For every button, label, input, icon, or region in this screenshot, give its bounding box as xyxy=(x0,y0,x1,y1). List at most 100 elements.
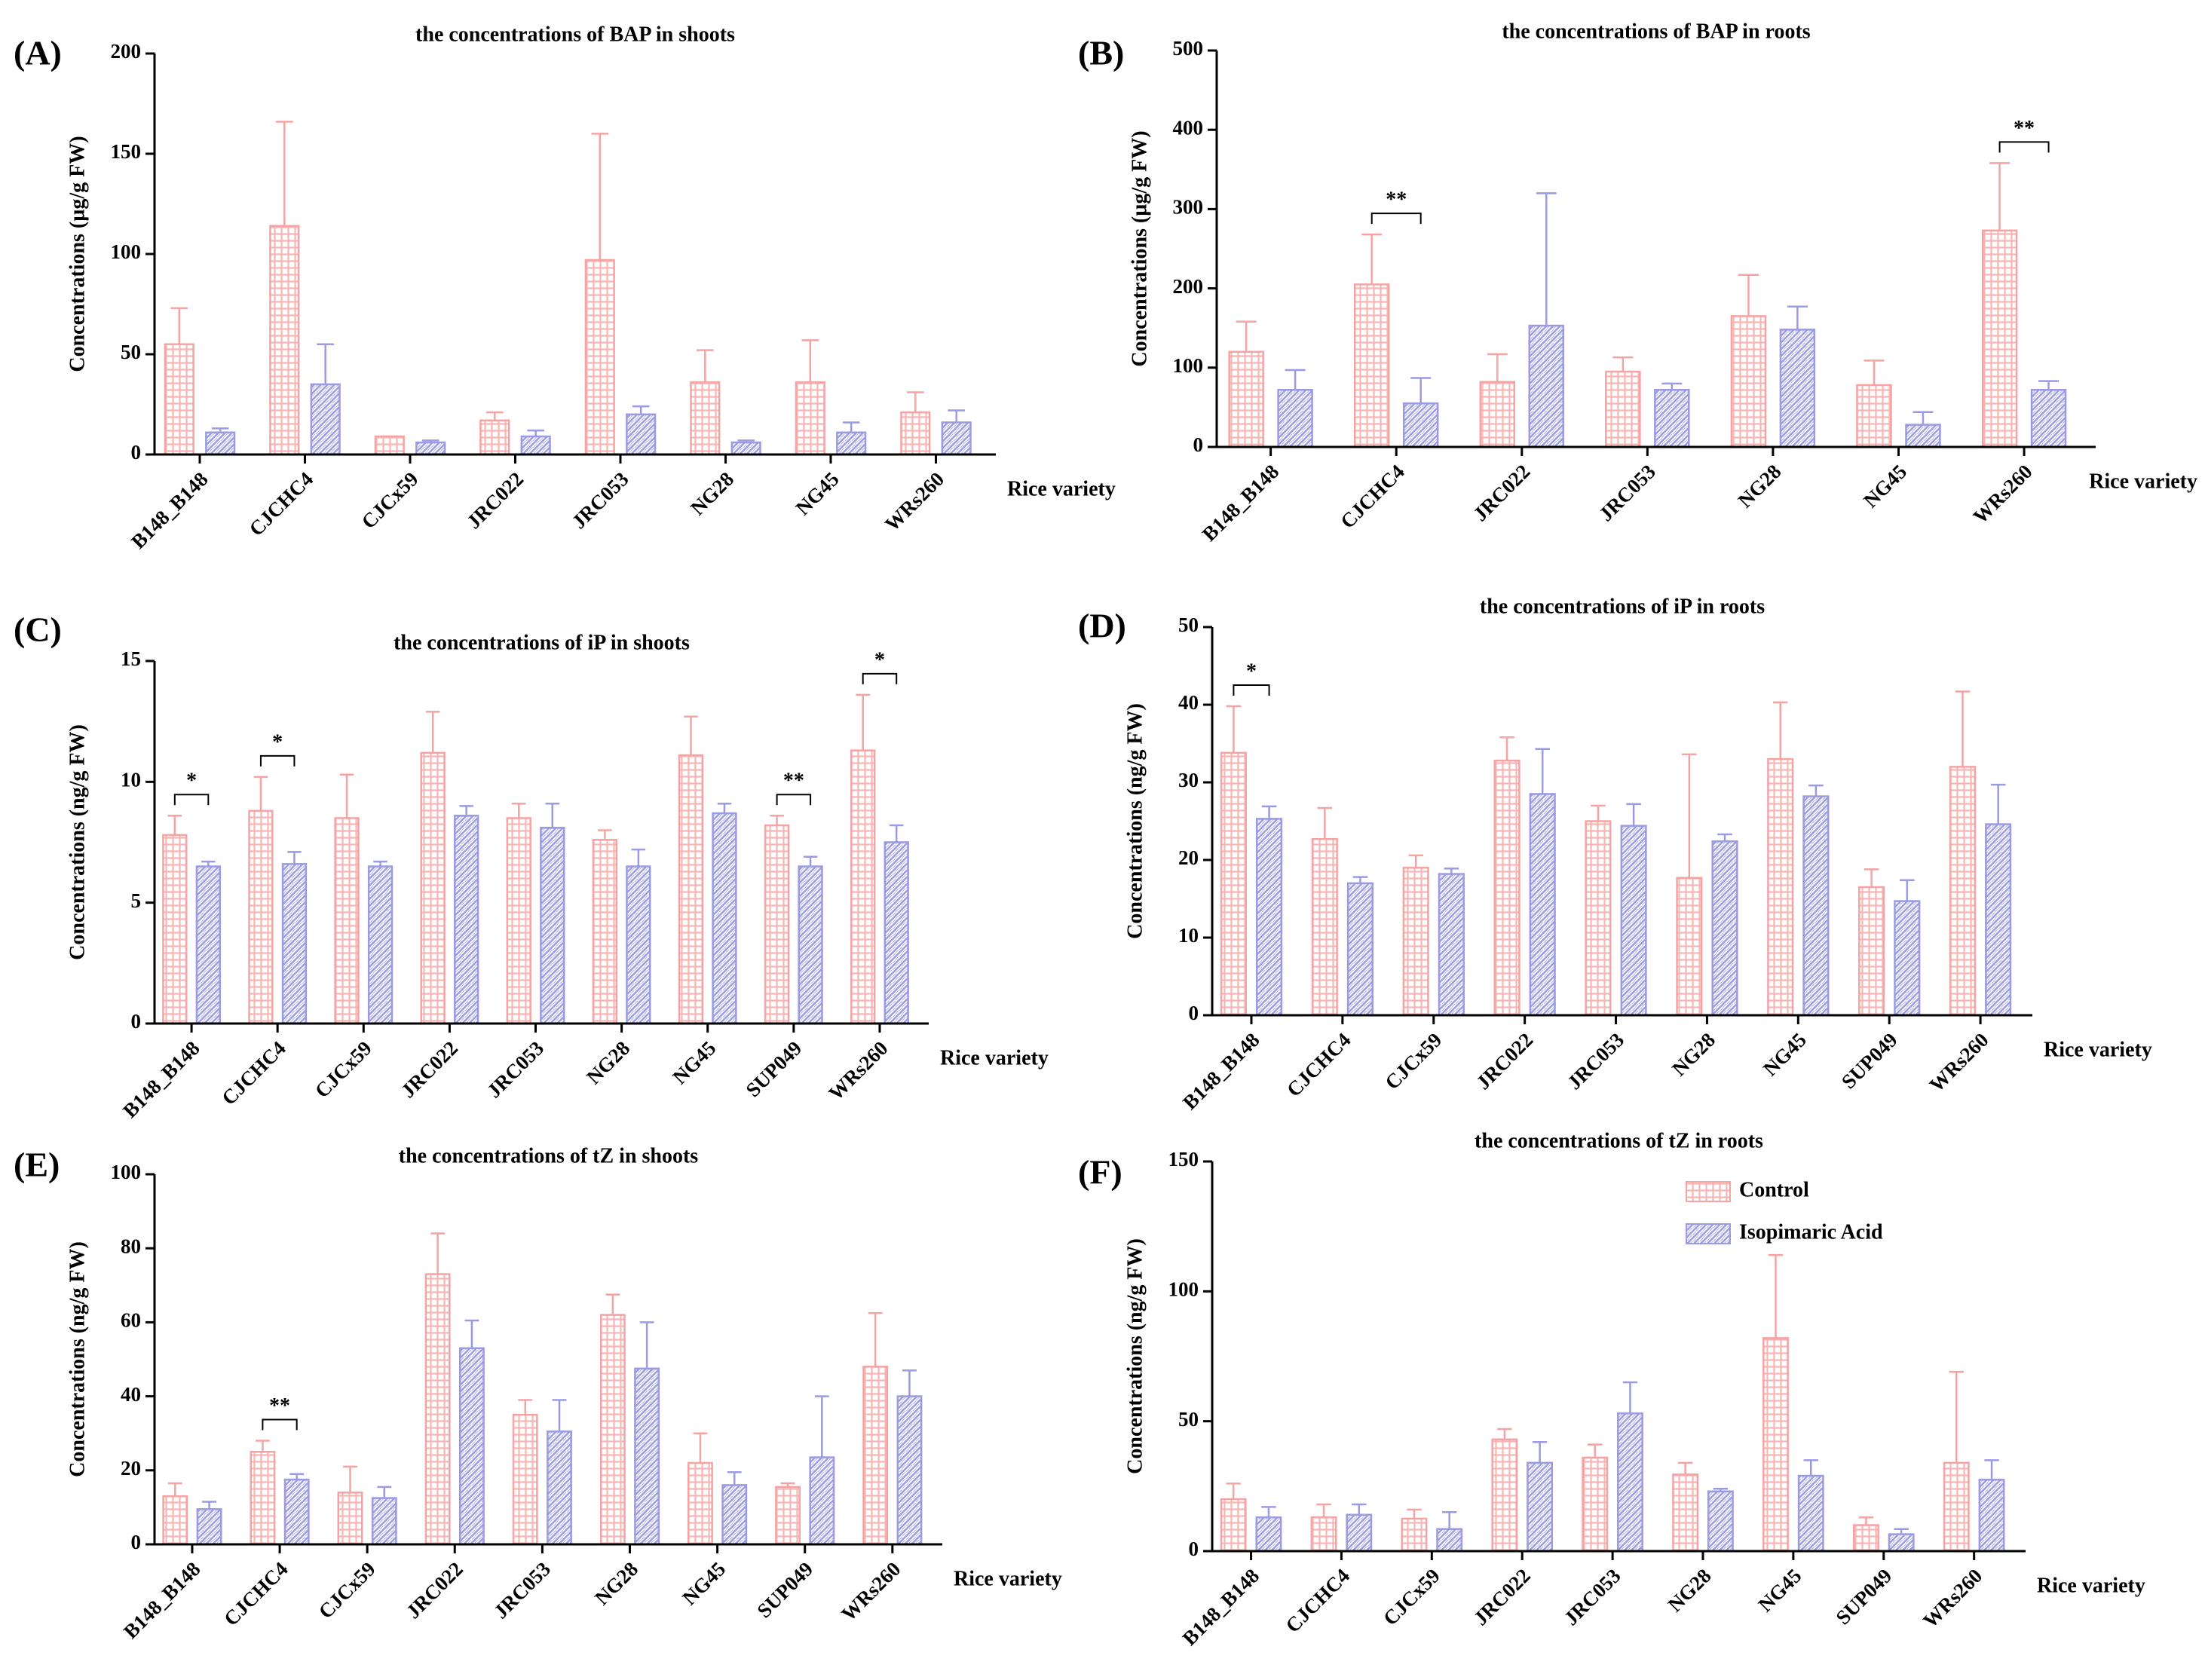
bar xyxy=(1802,795,1830,1017)
y-tick-label: 150 xyxy=(111,140,142,163)
bar xyxy=(196,1508,222,1546)
x-tick-label: SUP049 xyxy=(1831,1564,1896,1629)
y-tick-label: 0 xyxy=(131,441,142,464)
y-tick-label: 100 xyxy=(111,240,142,263)
x-tick-label: NG45 xyxy=(792,467,844,519)
x-tick-label: JRC022 xyxy=(402,1557,467,1623)
x-tick-label: SUP049 xyxy=(742,1036,807,1101)
y-axis-label: Concentrations (ng/g FW) xyxy=(1123,703,1147,939)
bar xyxy=(1856,384,1892,448)
bar xyxy=(1620,825,1647,1017)
bar xyxy=(371,1497,397,1546)
bar xyxy=(1436,1528,1463,1553)
bar xyxy=(1346,1513,1373,1553)
bar xyxy=(850,749,876,1025)
significance-bracket xyxy=(173,794,210,806)
y-tick-label: 20 xyxy=(121,1457,141,1480)
y-tick-label: 10 xyxy=(121,769,141,791)
bar xyxy=(1346,882,1374,1017)
bar xyxy=(1797,1474,1824,1553)
bar xyxy=(941,421,972,456)
panel-label: (E) xyxy=(14,1146,60,1184)
y-tick-label: 50 xyxy=(121,341,141,363)
bar xyxy=(334,817,360,1025)
y-tick-label: 50 xyxy=(1178,614,1199,636)
x-axis-label: Rice variety xyxy=(940,1046,1049,1070)
bar xyxy=(690,381,721,456)
bar xyxy=(520,435,551,456)
bar xyxy=(634,1367,660,1546)
y-tick-label: 5 xyxy=(131,889,142,912)
significance-bracket xyxy=(776,794,812,806)
significance-bracket xyxy=(262,1418,298,1431)
x-tick-label: CJCHC4 xyxy=(1282,1564,1355,1637)
bar xyxy=(1491,1438,1518,1553)
bar xyxy=(1529,793,1556,1017)
y-tick-label: 30 xyxy=(1178,769,1199,791)
bar xyxy=(1943,1461,1970,1553)
significance-label: ** xyxy=(783,770,804,793)
bar xyxy=(2030,389,2067,448)
x-tick-label: B148_B148 xyxy=(127,467,213,553)
bar xyxy=(1711,840,1738,1017)
x-tick-label: NG45 xyxy=(1859,460,1911,512)
bar xyxy=(626,865,651,1025)
y-tick-label: 60 xyxy=(121,1309,141,1332)
bar xyxy=(764,824,790,1025)
panel-label: (C) xyxy=(14,610,62,649)
y-tick-label: 500 xyxy=(1173,37,1204,60)
y-axis-label: Concentrations (ng/g FW) xyxy=(1123,1238,1147,1474)
significance-label: * xyxy=(186,770,197,793)
bar xyxy=(367,865,394,1025)
bar xyxy=(420,751,446,1025)
bar xyxy=(678,754,704,1025)
y-tick-label: 400 xyxy=(1173,116,1204,139)
x-tick-label: NG45 xyxy=(1759,1028,1811,1080)
bar xyxy=(506,817,531,1025)
y-tick-label: 40 xyxy=(121,1383,141,1406)
chart-title: the concentrations of tZ in roots xyxy=(1475,1129,1763,1152)
x-tick-label: CJCx59 xyxy=(1379,1564,1444,1630)
bar xyxy=(1985,823,2012,1017)
x-tick-label: B148_B148 xyxy=(1178,1028,1264,1114)
y-axis-label: Concentrations (µg/g FW) xyxy=(66,136,89,372)
bar xyxy=(896,1395,923,1546)
bar xyxy=(162,1495,188,1546)
y-tick-label: 0 xyxy=(1189,1002,1199,1024)
x-tick-label: NG28 xyxy=(1664,1564,1716,1616)
chart-title: the concentrations of tZ in shoots xyxy=(399,1144,699,1167)
x-tick-label: WRs260 xyxy=(1919,1564,1986,1632)
bar xyxy=(1654,389,1690,448)
x-tick-label: CJCx59 xyxy=(357,467,423,533)
y-tick-label: 100 xyxy=(1173,354,1204,377)
x-tick-label: B148_B148 xyxy=(118,1036,204,1122)
bar xyxy=(599,1314,626,1546)
bar xyxy=(795,381,825,456)
x-tick-label: JRC022 xyxy=(397,1036,462,1102)
x-tick-label: SUP049 xyxy=(1837,1028,1902,1093)
bar xyxy=(884,841,909,1025)
x-tick-label: JRC053 xyxy=(1560,1564,1625,1630)
y-axis-label: Concentrations (µg/g FW) xyxy=(1128,130,1151,366)
x-tick-label: NG45 xyxy=(668,1036,720,1088)
chart-title: the concentrations of BAP in shoots xyxy=(415,23,735,46)
bar xyxy=(540,827,565,1025)
chart-title: the concentrations of iP in roots xyxy=(1480,595,1765,618)
bar xyxy=(584,259,615,456)
bar xyxy=(836,431,867,456)
panel-label: (B) xyxy=(1078,34,1124,72)
panel-label: (D) xyxy=(1078,607,1126,645)
bar xyxy=(1220,1498,1247,1553)
bar xyxy=(1858,886,1885,1017)
bar xyxy=(1310,1516,1337,1553)
x-axis-label: Rice variety xyxy=(954,1567,1062,1590)
bar xyxy=(1493,759,1521,1017)
bar xyxy=(162,834,188,1025)
bar xyxy=(1402,867,1429,1017)
x-tick-label: B148_B148 xyxy=(119,1557,205,1643)
x-tick-label: WRs260 xyxy=(880,467,948,535)
bar xyxy=(1401,1517,1428,1553)
x-tick-label: B148_B148 xyxy=(1198,460,1284,546)
bar xyxy=(809,1456,835,1546)
